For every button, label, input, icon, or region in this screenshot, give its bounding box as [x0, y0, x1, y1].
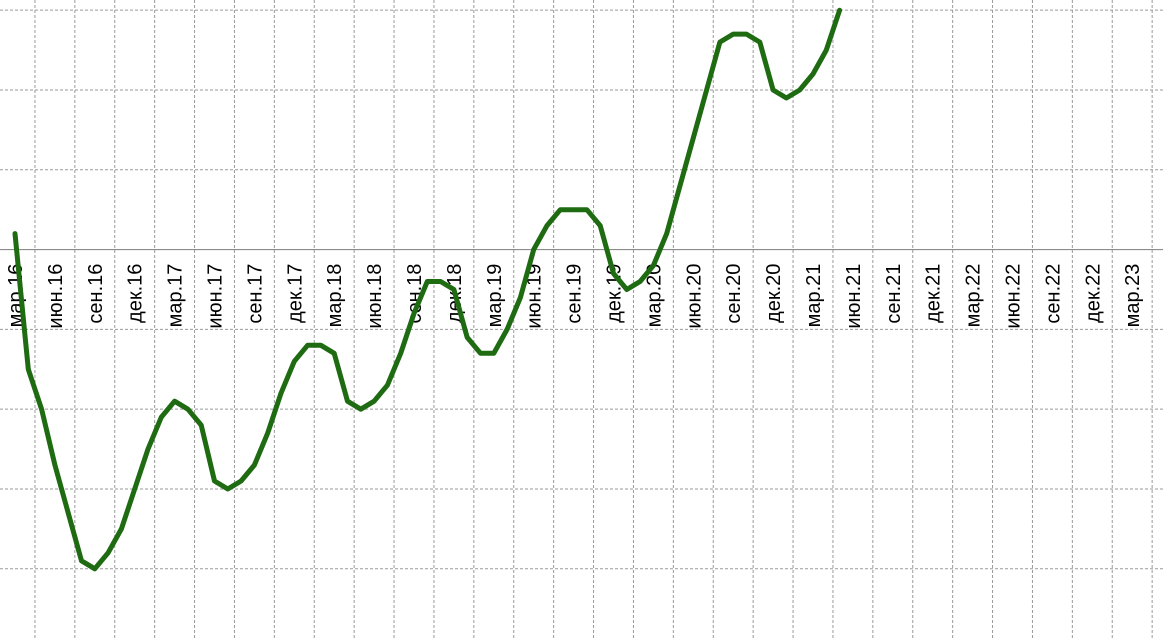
x-tick-label: мар.19 — [484, 264, 506, 328]
x-tick-label: мар.23 — [1122, 264, 1144, 328]
x-tick-label: июн.16 — [45, 264, 67, 329]
x-tick-label: дек.17 — [284, 264, 306, 323]
x-tick-label: дек.20 — [763, 264, 785, 323]
x-tick-label: мар.18 — [324, 264, 346, 328]
x-tick-label: дек.21 — [923, 264, 945, 323]
x-tick-label: июн.21 — [843, 264, 865, 329]
x-tick-label: сен.19 — [564, 264, 586, 324]
x-tick-label: мар.21 — [803, 264, 825, 328]
x-tick-label: июн.17 — [205, 264, 227, 329]
x-tick-label: дек.16 — [125, 264, 147, 323]
horizontal-gridlines — [0, 9, 1163, 570]
x-tick-label: мар.17 — [165, 264, 187, 328]
x-tick-label: сен.21 — [883, 264, 905, 324]
series-line — [12, 7, 843, 572]
vertical-gridlines — [34, 0, 1153, 639]
x-tick-label: июн.20 — [683, 264, 705, 329]
x-tick-label: сен.22 — [1042, 264, 1064, 324]
x-tick-label: июн.22 — [1003, 264, 1025, 329]
x-tick-label: мар.22 — [963, 264, 985, 328]
x-axis-tick-labels: мар.16 июн.16 сен.16 дек.16 мар.17 июн.17 сен.… — [5, 264, 1144, 329]
x-tick-label: сен.18 — [404, 264, 426, 324]
x-tick-label: дек.22 — [1082, 264, 1104, 323]
x-tick-label: мар.20 — [643, 264, 665, 328]
x-tick-label: июн.19 — [524, 264, 546, 329]
x-tick-label: сен.17 — [244, 264, 266, 324]
x-tick-label: июн.18 — [364, 264, 386, 329]
x-tick-label: сен.20 — [723, 264, 745, 324]
x-tick-label: сен.16 — [85, 264, 107, 324]
